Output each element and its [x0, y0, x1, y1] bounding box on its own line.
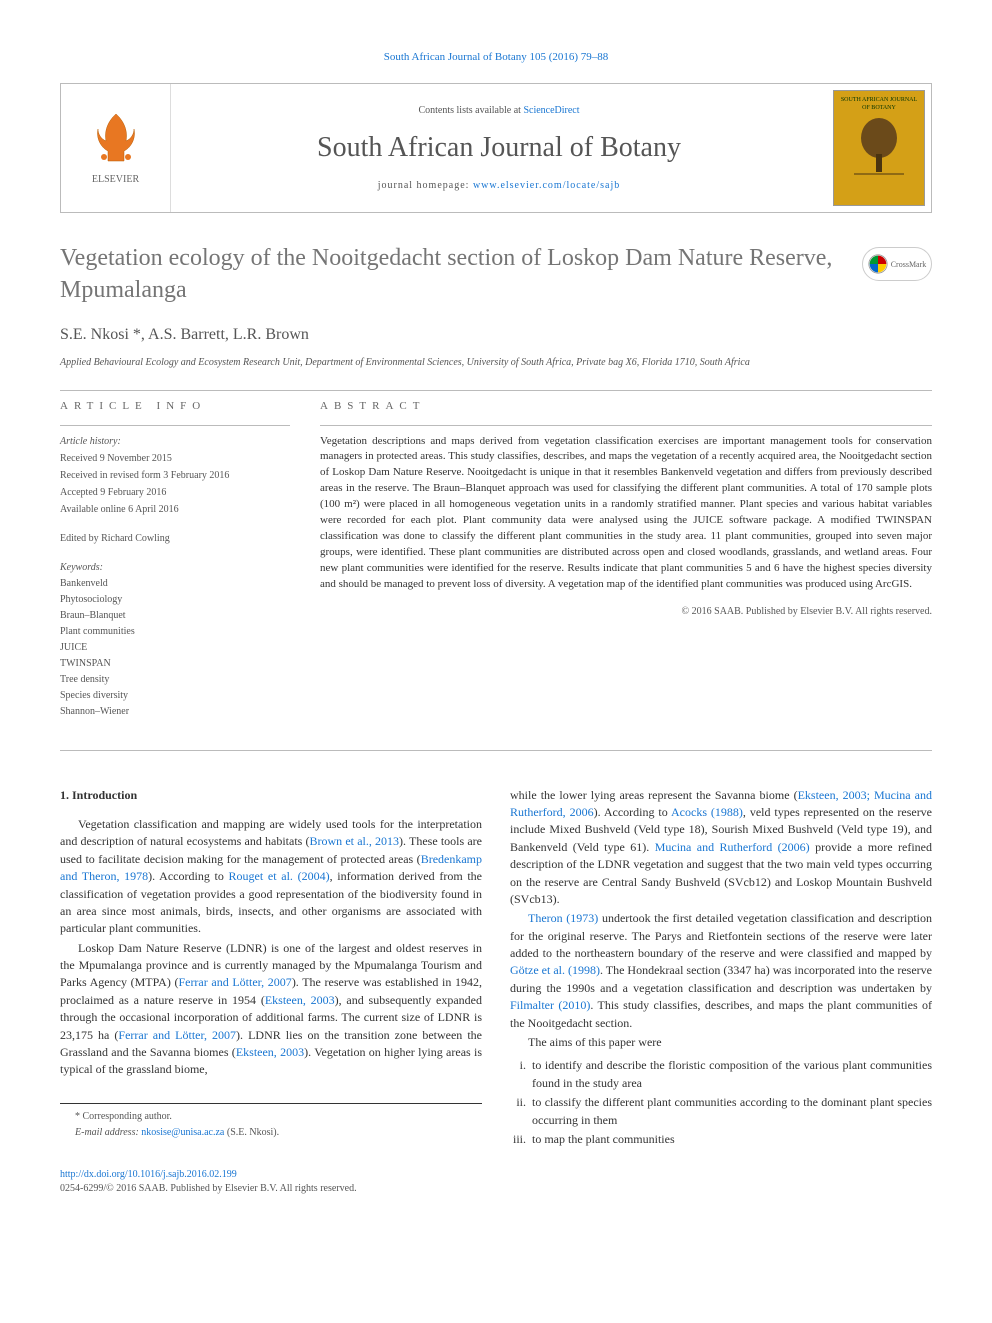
body-paragraph: The aims of this paper were [510, 1034, 932, 1051]
keyword: Phytosociology [60, 592, 290, 607]
keyword: Plant communities [60, 624, 290, 639]
citation-link[interactable]: Eksteen, 2003 [236, 1045, 304, 1059]
email-link[interactable]: nkosise@unisa.ac.za [141, 1127, 224, 1138]
divider [60, 390, 932, 391]
authors: S.E. Nkosi *, A.S. Barrett, L.R. Brown [60, 324, 932, 346]
elsevier-logo[interactable]: ELSEVIER [61, 84, 171, 212]
citation-link[interactable]: Mucina and Rutherford (2006) [655, 840, 810, 854]
history-item: Received 9 November 2015 [60, 451, 290, 466]
aim-item: i.to identify and describe the floristic… [510, 1057, 932, 1092]
doi-link[interactable]: http://dx.doi.org/10.1016/j.sajb.2016.02… [60, 1169, 237, 1180]
abstract-column: abstract Vegetation descriptions and map… [320, 399, 932, 719]
aims-list: i.to identify and describe the floristic… [510, 1057, 932, 1148]
homepage-link[interactable]: www.elsevier.com/locate/sajb [473, 180, 620, 191]
history-item: Available online 6 April 2016 [60, 502, 290, 517]
email-label: E-mail address: [75, 1127, 139, 1138]
affiliation: Applied Behavioural Ecology and Ecosyste… [60, 356, 932, 370]
journal-cover-thumbnail[interactable]: SOUTH AFRICAN JOURNAL OF BOTANY [833, 90, 925, 206]
abstract-copyright: © 2016 SAAB. Published by Elsevier B.V. … [320, 605, 932, 619]
keywords-block: Keywords: Bankenveld Phytosociology Brau… [60, 560, 290, 719]
citation-link[interactable]: Acocks (1988) [671, 805, 743, 819]
article-title: Vegetation ecology of the Nooitgedacht s… [60, 243, 842, 305]
header-center: Contents lists available at ScienceDirec… [171, 84, 827, 212]
homepage-line: journal homepage: www.elsevier.com/locat… [378, 179, 621, 193]
elsevier-brand-text: ELSEVIER [92, 173, 139, 187]
citation-link[interactable]: Ferrar and Lötter, 2007 [118, 1028, 236, 1042]
keyword: Tree density [60, 672, 290, 687]
article-header: Vegetation ecology of the Nooitgedacht s… [60, 243, 932, 305]
body-columns: 1. Introduction Vegetation classificatio… [60, 787, 932, 1151]
editor: Edited by Richard Cowling [60, 531, 290, 546]
divider [60, 750, 932, 751]
crossmark-badge[interactable]: CrossMark [862, 247, 932, 281]
body-col-right: while the lower lying areas represent th… [510, 787, 932, 1151]
keyword: Shannon–Wiener [60, 704, 290, 719]
email-author: (S.E. Nkosi). [227, 1127, 279, 1138]
info-abstract-row: article info Article history: Received 9… [60, 399, 932, 719]
homepage-prefix: journal homepage: [378, 180, 473, 191]
journal-header-box: ELSEVIER Contents lists available at Sci… [60, 83, 932, 213]
corresponding-marker: * Corresponding author. [60, 1110, 482, 1125]
citation-link[interactable]: Eksteen, 2003 [265, 993, 335, 1007]
abstract-label: abstract [320, 399, 932, 414]
keyword: TWINSPAN [60, 656, 290, 671]
doi-block: http://dx.doi.org/10.1016/j.sajb.2016.02… [60, 1168, 932, 1196]
contents-prefix: Contents lists available at [418, 105, 523, 116]
aim-item: iii.to map the plant communities [510, 1131, 932, 1148]
body-paragraph: Vegetation classification and mapping ar… [60, 816, 482, 938]
aim-item: ii.to classify the different plant commu… [510, 1094, 932, 1129]
citation-link[interactable]: South African Journal of Botany 105 (201… [384, 51, 609, 63]
citation-link[interactable]: Götze et al. (1998) [510, 963, 600, 977]
contents-available-line: Contents lists available at ScienceDirec… [418, 104, 579, 118]
citation-link[interactable]: Theron (1973) [528, 911, 598, 925]
keyword: Species diversity [60, 688, 290, 703]
body-paragraph: Theron (1973) undertook the first detail… [510, 910, 932, 1032]
sciencedirect-link[interactable]: ScienceDirect [523, 105, 579, 116]
body-paragraph: Loskop Dam Nature Reserve (LDNR) is one … [60, 940, 482, 1079]
citation-line: South African Journal of Botany 105 (201… [60, 50, 932, 65]
body-col-left: 1. Introduction Vegetation classificatio… [60, 787, 482, 1151]
abstract-text: Vegetation descriptions and maps derived… [320, 434, 932, 593]
citation-link[interactable]: Rouget et al. (2004) [229, 869, 330, 883]
crossmark-label: CrossMark [891, 259, 927, 270]
article-info-label: article info [60, 399, 290, 414]
cover-title: SOUTH AFRICAN JOURNAL OF BOTANY [838, 97, 920, 111]
issn-copyright: 0254-6299/© 2016 SAAB. Published by Else… [60, 1182, 932, 1196]
citation-link[interactable]: Filmalter (2010) [510, 998, 590, 1012]
journal-name: South African Journal of Botany [317, 128, 681, 167]
corresponding-author-footnote: * Corresponding author. E-mail address: … [60, 1103, 482, 1141]
keyword: JUICE [60, 640, 290, 655]
crossmark-icon [868, 254, 888, 274]
divider [320, 425, 932, 426]
cover-tree-icon [854, 116, 904, 176]
citation-link[interactable]: Ferrar and Lötter, 2007 [178, 975, 291, 989]
article-info-column: article info Article history: Received 9… [60, 399, 290, 719]
history-label: Article history: [60, 434, 290, 449]
article-history: Article history: Received 9 November 201… [60, 434, 290, 517]
keywords-label: Keywords: [60, 560, 290, 575]
keyword: Braun–Blanquet [60, 608, 290, 623]
keyword: Bankenveld [60, 576, 290, 591]
body-paragraph: while the lower lying areas represent th… [510, 787, 932, 909]
citation-link[interactable]: Brown et al., 2013 [310, 834, 400, 848]
elsevier-tree-icon [86, 109, 146, 169]
divider [60, 425, 290, 426]
history-item: Accepted 9 February 2016 [60, 485, 290, 500]
intro-heading: 1. Introduction [60, 787, 482, 804]
history-item: Received in revised form 3 February 2016 [60, 468, 290, 483]
